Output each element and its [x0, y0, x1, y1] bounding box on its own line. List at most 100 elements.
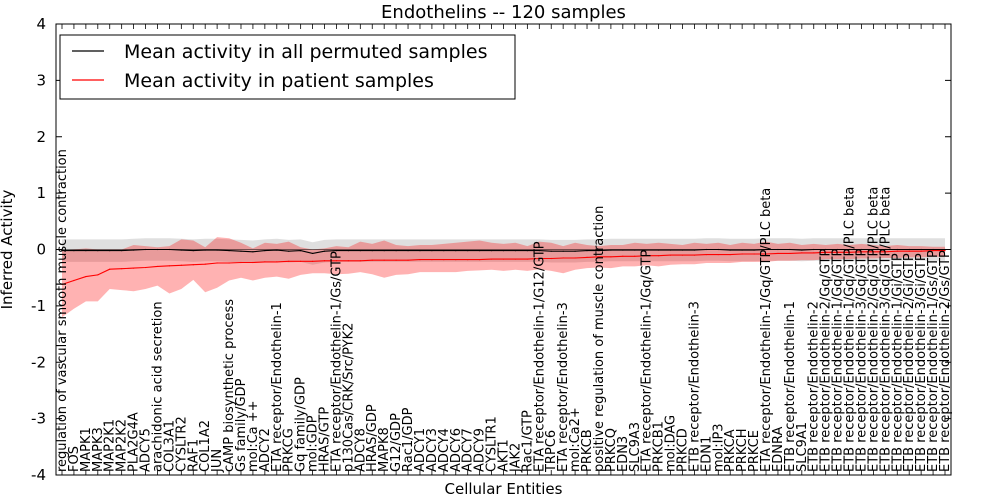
permuted-point	[920, 248, 922, 251]
permuted-point	[132, 249, 135, 251]
patient-point	[407, 259, 409, 261]
permuted-point	[347, 250, 349, 252]
x-tick-label: PRKCD	[675, 428, 690, 472]
permuted-point	[693, 249, 696, 251]
x-tick-label: G12/GDP	[389, 413, 404, 472]
permuted-point	[204, 249, 206, 251]
patient-point	[586, 256, 588, 258]
x-tick-label: ETB receptor/Endothelin-2/Gq/GTP/PLC bet…	[866, 187, 881, 472]
patient-point	[574, 257, 576, 259]
permuted-point	[574, 250, 576, 252]
x-tick-label: p130Cas/CRK/Src/PYK2	[341, 323, 356, 472]
patient-point	[73, 279, 75, 282]
permuted-point	[288, 250, 290, 252]
patient-point	[347, 260, 349, 262]
patient-point	[693, 254, 696, 256]
x-tick-label: ETA receptor/Endothelin-1/Gs/GTP	[329, 251, 344, 472]
x-tick-label: mol:DAG	[664, 415, 679, 472]
patient-point	[920, 250, 922, 252]
x-tick-label: Rac1/GTP	[520, 410, 535, 472]
x-tick-label: ETB receptor/Endothelin-3	[687, 301, 702, 472]
permuted-point	[646, 249, 648, 251]
patient-point	[538, 257, 540, 260]
permuted-point	[192, 250, 194, 252]
patient-point	[311, 260, 314, 262]
x-tick-label: mol:IP3	[711, 423, 726, 472]
permuted-point	[407, 250, 409, 252]
patient-point	[825, 251, 827, 253]
patient-point	[85, 275, 87, 278]
x-tick-label: ETA receptor/Endothelin-1/Gq/GTP	[640, 250, 655, 472]
permuted-point	[479, 250, 481, 252]
patient-confidence-band	[62, 237, 945, 318]
x-tick-label: ETB receptor/Endothelin-2/Gi/GTP	[902, 253, 917, 472]
x-tick-label: PRKCB1	[652, 421, 667, 472]
permuted-point	[789, 248, 791, 251]
permuted-point	[586, 250, 588, 252]
x-tick-label: ADCY1	[413, 428, 428, 472]
patient-point	[801, 252, 803, 254]
x-tick-label: AKT1	[497, 439, 512, 472]
permuted-point	[85, 250, 87, 252]
patient-point	[335, 260, 338, 262]
x-tick-label: ADCY6	[449, 428, 464, 472]
permuted-point	[443, 250, 445, 252]
x-tick-label: ETB receptor/Endothelin-1	[783, 301, 798, 472]
legend: Mean activity in all permuted samples Me…	[59, 34, 516, 100]
patient-point	[777, 252, 779, 255]
patient-point	[514, 258, 517, 260]
permuted-point	[300, 250, 302, 252]
x-tick-label: PLA2G4A	[127, 412, 142, 472]
x-tick-label: COL1A2	[198, 420, 213, 472]
patient-point	[610, 256, 612, 258]
patient-point	[848, 251, 851, 253]
patient-point	[395, 259, 397, 261]
permuted-point	[622, 249, 624, 251]
x-tick-label: EDN3	[616, 436, 631, 472]
patient-point	[228, 262, 230, 264]
patient-point	[180, 264, 182, 266]
chart-title: Endothelins -- 120 samples	[381, 2, 626, 23]
x-tick-label: ETB receptor/Endothelin-2	[807, 301, 822, 472]
x-tick-label: mol:Ca2+	[568, 407, 583, 472]
patient-point	[705, 253, 707, 256]
entity-label-layer: regulation of vascular smooth muscle con…	[55, 149, 953, 473]
x-tick-label: ADCY5	[139, 428, 154, 472]
y-tick-label: -3	[31, 410, 46, 428]
x-tick-label: mol:Ca ++	[246, 400, 261, 472]
permuted-point	[97, 250, 99, 252]
x-tick-label: SLC9A3	[628, 422, 643, 472]
patient-point	[646, 255, 648, 257]
permuted-confidence-band-layer	[62, 238, 945, 265]
patient-point	[634, 255, 636, 257]
permuted-point	[813, 248, 815, 251]
x-tick-label: CYSLTR2	[174, 416, 189, 472]
patient-point	[252, 261, 254, 264]
permuted-point	[371, 250, 373, 252]
patient-point	[479, 259, 481, 261]
x-tick-label: positive regulation of muscle contractio…	[592, 206, 607, 472]
permuted-point	[896, 248, 898, 251]
patient-point	[61, 283, 63, 286]
x-tick-label: MAP2K2	[115, 419, 130, 472]
legend-label-permuted: Mean activity in all permuted samples	[124, 41, 487, 63]
patient-point	[431, 259, 433, 261]
x-tick-label: MAPK1	[79, 427, 94, 472]
patient-point	[681, 254, 684, 256]
patient-point	[884, 251, 886, 253]
patient-confidence-band-layer	[62, 237, 945, 318]
patient-point	[455, 259, 457, 261]
patient-point	[323, 260, 326, 262]
permuted-point	[419, 250, 421, 252]
x-tick-label: ETA receptor/Endothelin-1/G12/GTP	[532, 241, 547, 472]
permuted-point	[765, 248, 767, 251]
x-tick-label: ETB receptor/Endothelin-1/Gq/GTP	[831, 249, 846, 472]
y-tick-label: 0	[36, 241, 46, 259]
x-tick-label: ETB receptor/Endothelin-1/Gi/GTP	[890, 253, 905, 472]
permuted-point	[168, 248, 170, 251]
patient-point	[443, 259, 445, 261]
permuted-point	[61, 250, 63, 252]
permuted-point	[431, 250, 433, 252]
patient-point	[550, 257, 552, 260]
permuted-point	[73, 250, 75, 252]
